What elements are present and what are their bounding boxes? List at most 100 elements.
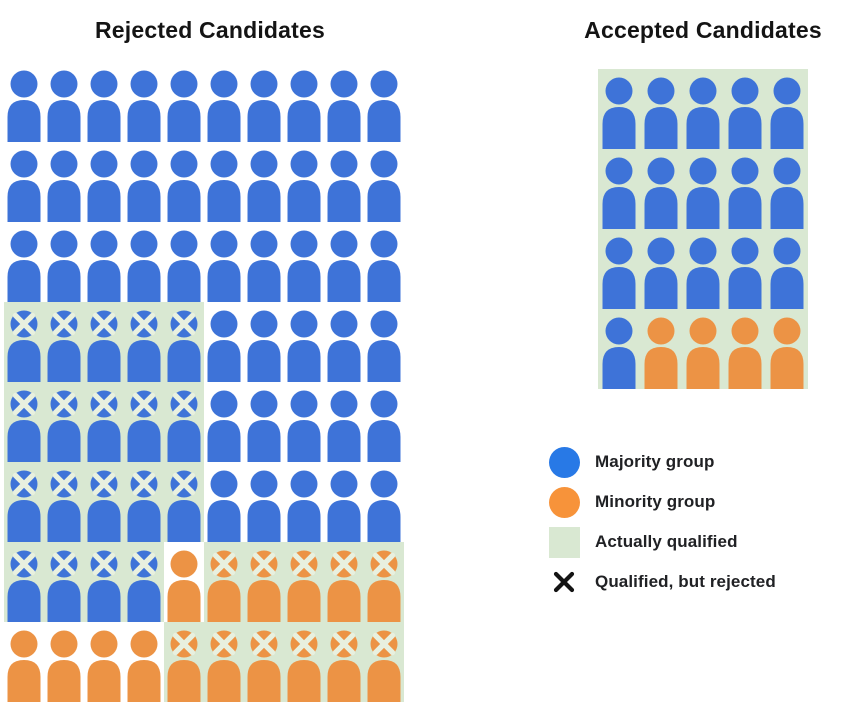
person-icon [127,550,161,622]
x-icon [52,312,76,336]
x-icon [252,552,276,576]
legend: Majority group Minority group Actually q… [549,442,776,602]
person-icon [87,70,121,142]
majority-person-qualified-rejected [84,542,124,622]
person-icon [367,550,401,622]
person-icon [87,230,121,302]
majority-person [364,302,404,382]
person-icon [602,317,636,389]
person-icon [644,157,678,229]
majority-person-qualified-rejected [124,542,164,622]
person-icon [644,317,678,389]
majority-person [4,142,44,222]
majority-person-qualified-rejected [124,302,164,382]
person-icon [207,550,241,622]
minority-person-qualified [766,309,808,389]
majority-person [324,382,364,462]
majority-person-qualified [598,309,640,389]
majority-person [324,462,364,542]
majority-person-qualified-rejected [124,382,164,462]
majority-person [364,62,404,142]
person-icon [287,150,321,222]
rejected-candidates-grid [4,62,404,702]
person-icon [247,150,281,222]
person-icon [47,70,81,142]
person-icon [327,470,361,542]
accepted-qualified-panel [598,69,808,389]
person-icon [287,630,321,702]
person-icon [207,150,241,222]
person-icon [167,470,201,542]
person-icon [167,70,201,142]
majority-person [204,222,244,302]
x-icon [252,632,276,656]
person-icon [127,310,161,382]
majority-person-qualified [598,229,640,309]
x-icon [332,552,356,576]
majority-person-qualified-rejected [44,462,84,542]
majority-person [124,142,164,222]
person-icon [127,470,161,542]
majority-person [324,302,364,382]
legend-label-minority: Minority group [595,492,716,511]
x-icon [12,312,36,336]
majority-person-qualified [682,149,724,229]
majority-person-qualified [598,149,640,229]
person-icon [327,630,361,702]
legend-label-majority: Majority group [595,452,715,471]
person-icon [127,150,161,222]
person-icon [247,470,281,542]
majority-person-qualified [724,229,766,309]
person-icon [367,630,401,702]
person-icon [770,317,804,389]
majority-person [284,302,324,382]
x-icon [92,552,116,576]
person-icon [47,630,81,702]
person-icon [287,550,321,622]
majority-person-qualified-rejected [4,302,44,382]
x-icon [372,552,396,576]
minority-person-qualified-rejected [364,542,404,622]
majority-person [244,382,284,462]
person-icon [247,310,281,382]
majority-person [364,462,404,542]
legend-item-minority: Minority group [549,482,776,522]
x-icon [12,392,36,416]
minority-person-qualified-rejected [324,622,364,702]
majority-person-qualified [640,69,682,149]
minority-person-qualified [640,309,682,389]
accepted-candidates-grid [598,69,808,389]
majority-person [284,142,324,222]
person-icon [127,70,161,142]
person-icon [167,550,201,622]
x-icon [92,392,116,416]
majority-person-qualified-rejected [84,462,124,542]
person-icon [644,77,678,149]
majority-person [284,382,324,462]
majority-person-qualified-rejected [4,542,44,622]
person-icon [47,470,81,542]
majority-person-qualified-rejected [84,382,124,462]
person-icon [728,317,762,389]
person-icon [47,390,81,462]
person-icon [87,630,121,702]
person-icon [7,550,41,622]
majority-person [364,222,404,302]
majority-person [4,222,44,302]
legend-item-rejected-x: Qualified, but rejected [549,562,776,602]
majority-person [204,462,244,542]
minority-person-qualified-rejected [364,622,404,702]
majority-person [244,62,284,142]
person-icon [87,470,121,542]
majority-person-qualified [724,149,766,229]
accepted-candidates-title: Accepted Candidates [584,17,822,43]
majority-person [204,142,244,222]
majority-person-qualified [682,69,724,149]
majority-person-qualified [640,229,682,309]
majority-person [4,62,44,142]
person-icon [287,470,321,542]
minority-person-qualified-rejected [284,622,324,702]
person-icon [728,237,762,309]
person-icon [686,237,720,309]
x-icon [172,312,196,336]
